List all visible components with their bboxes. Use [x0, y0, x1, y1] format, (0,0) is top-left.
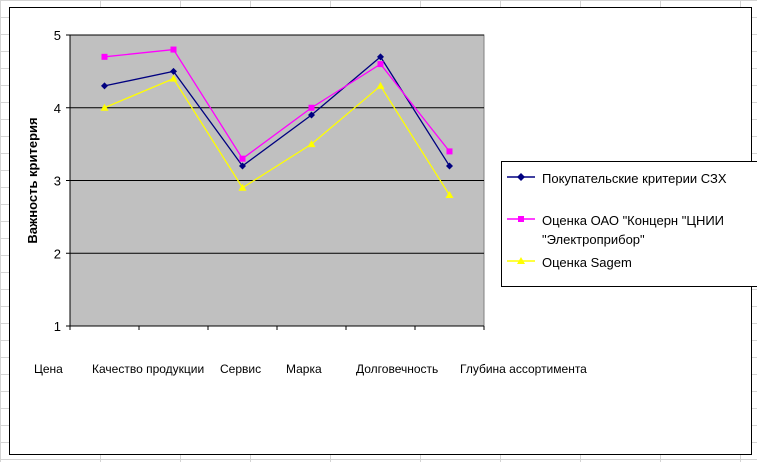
data-point-diamond[interactable] [377, 53, 384, 61]
legend-key-diamond-icon [507, 173, 535, 181]
series-2 [101, 46, 453, 162]
x-category-label: Глубина ассортимента [460, 362, 587, 376]
series-1 [101, 53, 453, 170]
data-point-diamond[interactable] [170, 67, 177, 75]
x-category-label: Марка [286, 362, 322, 376]
y-tick-label: 5 [54, 28, 61, 43]
data-point-diamond[interactable] [239, 162, 246, 170]
y-tick-label: 2 [54, 246, 61, 261]
series-line [104, 48, 451, 160]
chart-area[interactable]: 1 2 3 4 5 Цена Качество продукции Сервис Марка До… [9, 7, 757, 455]
legend-key-square-icon [507, 216, 535, 222]
legend-label: Покупательские критерии СЗХ [542, 171, 727, 186]
x-category-label: Долговечность [356, 362, 438, 376]
data-point-diamond[interactable] [308, 111, 315, 119]
y-tick-label: 4 [54, 101, 61, 116]
data-point-triangle[interactable] [376, 81, 385, 89]
legend-label: Оценка ОАО "Концерн "ЦНИИ "Электроприбор… [542, 213, 725, 247]
data-point-triangle[interactable] [307, 140, 316, 148]
data-point-diamond[interactable] [446, 162, 453, 170]
legend-label: Оценка Sagem [542, 255, 632, 270]
series-line [104, 77, 451, 196]
x-category-label: Сервис [220, 362, 261, 376]
data-point-triangle[interactable] [238, 183, 247, 191]
data-point-diamond[interactable] [101, 82, 108, 90]
data-point-triangle[interactable] [445, 191, 454, 199]
data-point-triangle[interactable] [169, 74, 178, 82]
data-point-square[interactable] [170, 46, 177, 53]
data-point-square[interactable] [308, 104, 315, 111]
series-line [104, 55, 451, 167]
chart-legend[interactable]: Покупательские критерии СЗХ Оценка ОАО "… [501, 161, 757, 287]
y-tick-label: 3 [54, 174, 61, 189]
data-point-square[interactable] [101, 53, 108, 60]
series-3 [100, 74, 454, 199]
x-category-label: Цена [34, 362, 63, 376]
data-point-square[interactable] [446, 148, 453, 155]
data-point-triangle[interactable] [100, 103, 109, 111]
y-axis-title: Важность критерия [25, 117, 40, 243]
x-category-label: Качество продукции [92, 362, 204, 376]
data-point-square[interactable] [377, 61, 384, 68]
legend-key-triangle-icon [507, 257, 535, 264]
data-point-square[interactable] [239, 155, 246, 162]
line-chart: 1 2 3 4 5 Цена Качество продукции Сервис Марка До… [25, 28, 587, 376]
y-tick-label: 1 [54, 319, 61, 334]
